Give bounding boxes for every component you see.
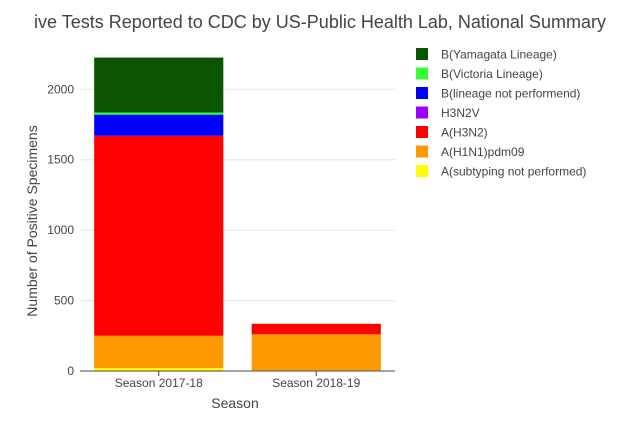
y-axis-title: Number of Positive Specimens	[24, 125, 40, 316]
y-tick-label: 0	[67, 364, 74, 378]
bar-segment[interactable]	[94, 114, 224, 136]
legend-label[interactable]: A(H1N1)pdm09	[441, 145, 525, 159]
bar-segment[interactable]	[94, 112, 224, 115]
bar-segment[interactable]	[94, 368, 224, 371]
legend-swatch[interactable]	[416, 165, 428, 177]
x-tick-label: Season 2018-19	[272, 376, 360, 390]
legend-swatch[interactable]	[416, 48, 428, 60]
legend: B(Yamagata Lineage) B(Victoria Lineage) B(…	[416, 48, 586, 179]
legend-label[interactable]: B(Yamagata Lineage)	[441, 48, 557, 62]
bar-segment[interactable]	[94, 335, 224, 369]
legend-label[interactable]: B(Victoria Lineage)	[441, 67, 543, 81]
axes: 0 500 1000 1500 2000 Season 2017-18 Season 201…	[47, 82, 395, 390]
legend-swatch[interactable]	[416, 106, 428, 119]
legend-swatch[interactable]	[416, 67, 428, 80]
bar-segment[interactable]	[94, 135, 224, 336]
legend-label[interactable]: A(H3N2)	[441, 126, 488, 140]
y-tick-label: 1500	[47, 153, 74, 167]
legend-swatch[interactable]	[416, 126, 428, 138]
legend-label[interactable]: A(subtyping not performed)	[441, 165, 586, 179]
bar-segment[interactable]	[251, 323, 381, 335]
legend-swatch[interactable]	[416, 145, 428, 158]
bars	[94, 57, 381, 371]
legend-label[interactable]: H3N2V	[441, 106, 480, 120]
bar-segment[interactable]	[94, 57, 224, 113]
y-tick-label: 2000	[47, 82, 74, 96]
legend-swatch[interactable]	[416, 87, 428, 99]
x-tick-label: Season 2017-18	[115, 376, 203, 390]
y-tick-label: 500	[54, 294, 74, 308]
legend-label[interactable]: B(lineage not performend)	[441, 87, 580, 101]
x-axis-title: Season	[211, 395, 258, 411]
chart-title: ive Tests Reported to CDC by US-Public H…	[34, 12, 606, 32]
y-tick-label: 1000	[47, 223, 74, 237]
bar-segment[interactable]	[251, 334, 381, 371]
